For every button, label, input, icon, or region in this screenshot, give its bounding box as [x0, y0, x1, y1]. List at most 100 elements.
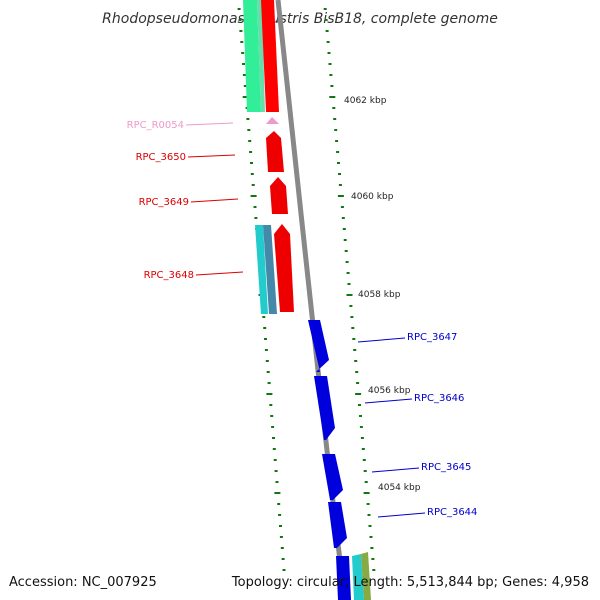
topology-text: Topology: circular; Length: 5,513,844 bp… [231, 575, 589, 590]
right-tick-mark [345, 261, 349, 263]
gene-label-rpc-3649[interactable]: RPC_3649 [139, 197, 189, 208]
leader-line-rpc-3649 [190, 198, 239, 203]
right-tick-mark [347, 283, 351, 285]
right-tick-mark [336, 151, 340, 153]
feature-bottom-cyan [352, 554, 364, 600]
right-tick-mark [372, 569, 376, 571]
left-tick-mark [266, 371, 270, 373]
right-tick-mark [358, 404, 361, 406]
right-tick-mark [362, 459, 366, 461]
right-tick-mark [334, 129, 338, 131]
right-tick-mark [346, 272, 350, 274]
right-tick-mark [366, 503, 370, 505]
right-tick-mark [363, 470, 367, 472]
left-tick-mark [264, 338, 267, 340]
right-tick-mark [359, 426, 363, 428]
right-tick-mark [340, 206, 344, 208]
left-tick-mark [262, 316, 266, 318]
left-tick-mark [238, 19, 242, 21]
left-tick-mark [273, 459, 277, 461]
gene-arrow-rpc-3648[interactable] [274, 224, 294, 312]
feature-cyan-rpc-3648 [255, 225, 268, 314]
reverse-strand-block-top [261, 0, 279, 112]
right-tick-mark [364, 481, 368, 483]
gene-arrow-rpc-3647[interactable] [308, 320, 329, 372]
feature-bottom-olive [361, 552, 371, 600]
right-tick-mark [355, 393, 362, 395]
kbp-label-4056: 4056 kbp [368, 386, 411, 396]
gene-label-rpc-3648[interactable]: RPC_3648 [144, 270, 194, 281]
right-tick-mark [337, 195, 344, 197]
leader-line-rpc-3644 [377, 512, 426, 518]
left-tick-mark [242, 96, 249, 98]
left-tick-mark [274, 492, 281, 494]
gene-arrow-rpc-r0054[interactable] [266, 117, 279, 124]
map-title: Rhodopseudomonas palustris BisB18, compl… [102, 11, 498, 27]
left-tick-mark [270, 415, 274, 417]
right-tick-mark [329, 74, 333, 76]
right-tick-mark [349, 305, 353, 307]
gene-label-rpc-3647[interactable]: RPC_3647 [407, 332, 457, 343]
gene-arrow-rpc-3649[interactable] [270, 177, 288, 214]
right-tick-mark [337, 162, 340, 164]
kbp-label-4054: 4054 kbp [378, 483, 421, 493]
kbp-label-4058: 4058 kbp [358, 290, 401, 300]
left-tick-mark [248, 140, 252, 142]
right-tick-mark [323, 8, 327, 10]
left-tick-mark [279, 525, 282, 527]
left-tick-mark [272, 448, 276, 450]
left-tick-mark [267, 382, 271, 384]
right-tick-mark [356, 382, 360, 384]
right-tick-mark [351, 327, 355, 329]
right-tick-mark [344, 250, 348, 252]
right-tick-mark [333, 118, 337, 120]
left-tick-mark [282, 569, 286, 571]
feature-track-green-top [243, 0, 261, 112]
kbp-label-4062: 4062 kbp [344, 96, 387, 106]
gene-label-rpc-3645[interactable]: RPC_3645 [421, 462, 471, 473]
left-tick-mark [243, 85, 247, 87]
right-tick-mark [361, 448, 365, 450]
left-tick-mark [265, 360, 269, 362]
right-tick-mark [338, 184, 342, 186]
gene-label-rpc-3650[interactable]: RPC_3650 [136, 152, 186, 163]
gene-arrow-rpc-3650[interactable] [266, 131, 284, 172]
left-tick-mark [280, 547, 284, 549]
right-tick-mark [341, 217, 345, 219]
right-tick-mark [327, 52, 331, 54]
left-tick-mark [251, 184, 255, 186]
left-tick-mark [250, 173, 254, 175]
gene-arrow-rpc-3646[interactable] [314, 376, 335, 440]
right-tick-mark [363, 492, 370, 494]
left-tick-mark [246, 118, 250, 120]
left-tick-mark [249, 151, 253, 153]
left-tick-mark [250, 195, 257, 197]
left-tick-mark [242, 63, 245, 65]
right-tick-mark [326, 41, 330, 43]
left-tick-mark [278, 514, 282, 516]
left-tick-mark [237, 8, 241, 10]
left-tick-mark [254, 217, 258, 219]
right-tick-mark [354, 360, 358, 362]
leader-line-rpc-r0054 [185, 122, 234, 126]
gene-arrow-rpc-3645[interactable] [322, 454, 343, 500]
gene-label-rpc-3646[interactable]: RPC_3646 [414, 393, 464, 404]
right-tick-mark [368, 525, 372, 527]
right-tick-mark [359, 415, 362, 417]
left-tick-mark [242, 74, 246, 76]
left-tick-mark [253, 206, 257, 208]
kbp-label-4060: 4060 kbp [351, 192, 394, 202]
left-tick-mark [240, 41, 244, 43]
leader-line-rpc-3645 [371, 467, 420, 473]
right-tick-mark [370, 547, 374, 549]
left-tick-mark [272, 437, 275, 439]
right-tick-mark [346, 294, 353, 296]
right-tick-mark [343, 239, 347, 241]
right-tick-mark [330, 85, 334, 87]
right-tick-mark [338, 173, 341, 175]
leader-line-rpc-3646 [364, 398, 413, 404]
gene-label-rpc-r0054[interactable]: RPC_R0054 [127, 120, 184, 131]
gene-label-rpc-3644[interactable]: RPC_3644 [427, 507, 477, 518]
gene-arrow-rpc-3644[interactable] [328, 502, 347, 548]
left-tick-mark [275, 481, 279, 483]
